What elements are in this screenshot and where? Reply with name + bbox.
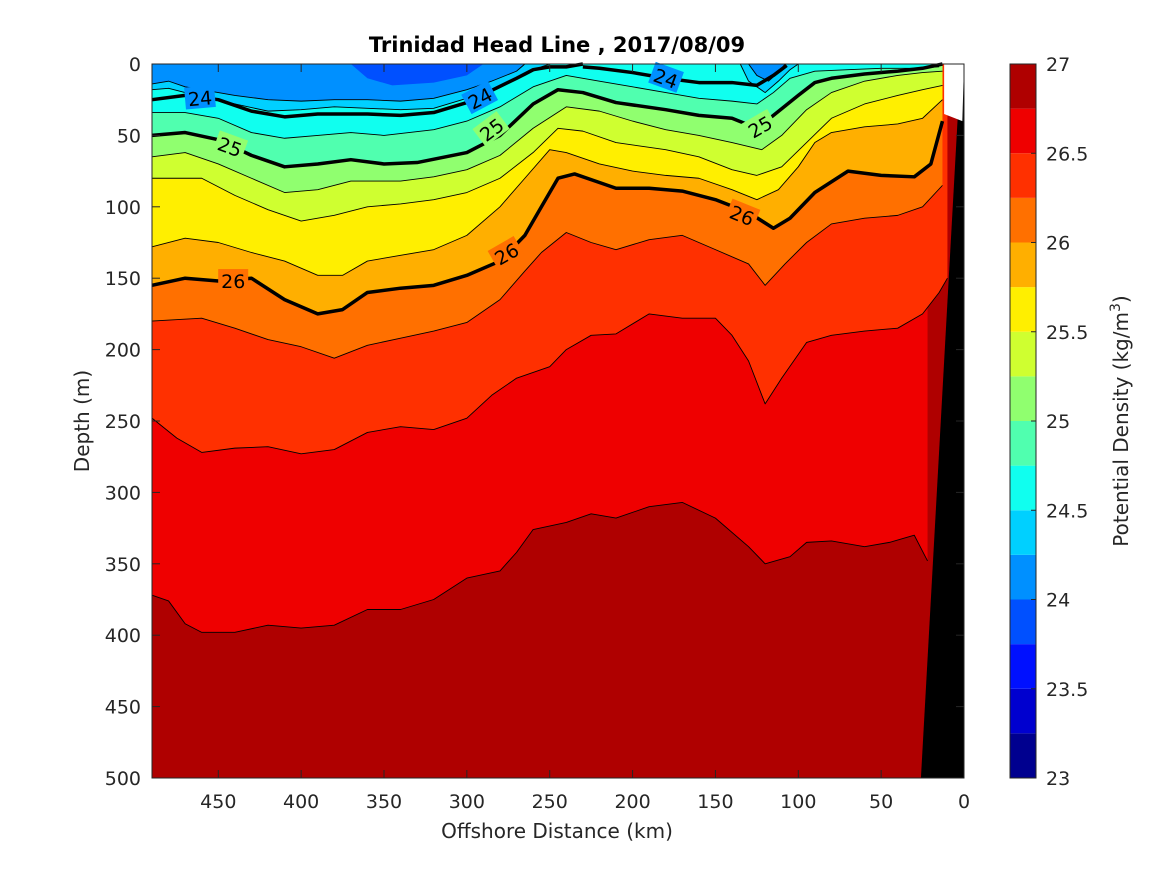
y-tick-label: 0 [129,54,141,76]
x-tick-label: 200 [614,791,650,813]
contour-label-background [184,85,216,110]
x-axis: 450 400 350 300 250 200 150 100 50 0 [200,64,970,813]
colorbar-label-superscript: 3 [1108,303,1124,312]
colorbar-label: Potential Density (kg/m3) [1108,295,1133,546]
contour-label: 26 [218,269,249,293]
contour-label-background [741,108,779,143]
chart-title: Trinidad Head Line , 2017/08/09 [369,33,745,57]
contour-label-text: 24 [187,87,213,111]
density-band [748,64,786,82]
colorbar-swatch [1010,64,1036,109]
colorbar-swatch [1010,287,1036,332]
colorbar-tick-label: 26.5 [1046,143,1088,165]
y-tick-label: 350 [105,554,141,576]
colorbar-swatch [1010,331,1036,377]
contour-label-text: 26 [221,271,245,293]
y-axis-label: Depth (m) [70,370,94,472]
y-tick-label: 500 [105,768,141,790]
colorbar-label-close: ) [1109,295,1133,303]
x-tick-label: 250 [532,791,568,813]
contour-label-background [218,269,249,292]
colorbar-swatch [1010,197,1036,243]
contour-line [151,99,943,276]
colorbar-tick-label: 26 [1046,233,1070,255]
y-tick-label: 250 [105,411,141,433]
colorbar-tick-label: 24 [1046,590,1070,612]
land-mask [920,64,964,778]
colorbar-swatch [1010,510,1036,555]
colorbar-label-text: Potential Density (kg/m [1109,312,1133,547]
colorbar-swatch [1010,242,1036,288]
contour-label: 24 [648,61,684,94]
bold-contour-line [151,62,943,169]
contour-label-background [648,61,684,93]
bold-contour-line [151,120,945,316]
colorbar-tick-label: 24.5 [1046,500,1088,522]
no-data-area [944,64,964,122]
x-axis-label: Offshore Distance (km) [441,819,673,843]
contour-line [152,84,943,222]
y-tick-label: 100 [105,197,141,219]
colorbar-swatch [1010,153,1036,198]
x-tick-label: 50 [869,791,893,813]
contour-label: 24 [184,85,216,111]
y-tick-label: 400 [105,625,141,647]
y-tick-label: 450 [105,697,141,719]
contour-label-background [724,198,761,231]
x-tick-label: 400 [283,791,319,813]
colorbar-swatch [1010,421,1036,466]
colorbar-tick-label: 27 [1046,54,1070,76]
contour-line [151,70,943,193]
x-tick-label: 450 [200,791,236,813]
contour-line [151,277,948,455]
contour-label-background [461,80,499,115]
colorbar: 27 26.5 26 25.5 25 24.5 24 23.5 23 [1009,54,1088,790]
y-tick-label: 300 [105,482,141,504]
bold-contour-line [582,64,788,88]
y-tick-label: 200 [105,340,141,362]
colorbar-tick-label: 23.5 [1046,679,1088,701]
contour-line [152,66,940,139]
contour-label-background [472,111,510,147]
colorbar-swatch [1010,688,1036,734]
x-tick-label: 100 [780,791,816,813]
x-tick-label: 350 [366,791,402,813]
colorbar-swatch [1010,554,1036,600]
colorbar-tick-label: 25.5 [1046,322,1088,344]
contour-line [151,501,928,633]
colorbar-swatch [1010,733,1036,778]
contour-label: 26 [724,198,761,231]
colorbar-swatch [1010,465,1036,511]
colorbar-tick-label: 23 [1046,768,1070,790]
colorbar-swatch [1010,599,1036,645]
contour-label-background [212,130,249,162]
y-tick-label: 150 [105,268,141,290]
y-tick-label: 50 [117,125,141,147]
contour-label: 25 [212,130,249,162]
colorbar-swatch [1010,644,1036,689]
colorbar-swatch [1010,376,1036,421]
x-tick-label: 0 [958,791,970,813]
y-axis: 0 50 100 150 200 250 300 350 400 450 500 [105,54,964,790]
bold-contour-line [151,62,584,119]
contour-line [151,185,943,359]
contour-line [739,63,799,94]
x-tick-label: 300 [449,791,485,813]
colorbar-tick-label: 25 [1046,411,1070,433]
colorbar-swatch [1010,108,1036,154]
x-tick-label: 150 [697,791,733,813]
contour-label-background [487,236,525,271]
